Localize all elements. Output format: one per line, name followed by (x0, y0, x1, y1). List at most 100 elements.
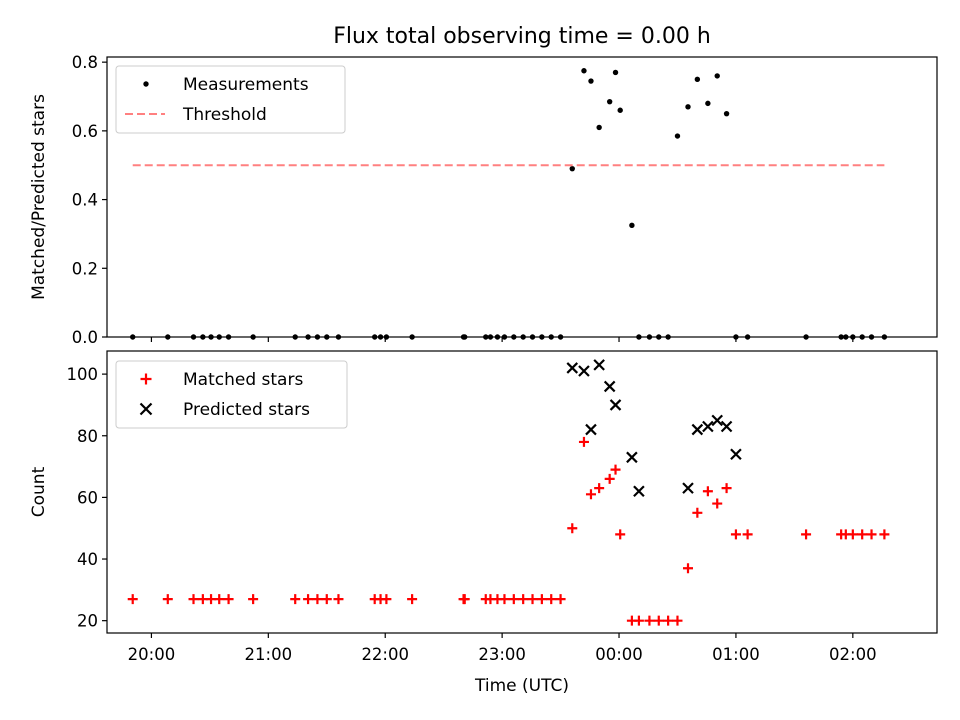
data-point (188, 594, 199, 605)
data-point (578, 365, 590, 377)
data-point (723, 110, 730, 117)
data-point (705, 100, 711, 107)
data-point (567, 523, 578, 534)
data-point (633, 485, 645, 498)
x-axis-label: Time (UTC) (474, 676, 569, 696)
y-tick-label: 0.0 (72, 328, 98, 347)
data-point (691, 423, 704, 436)
data-point (546, 594, 557, 605)
axes-frame (106, 56, 938, 338)
data-point (536, 594, 547, 605)
data-point (801, 529, 812, 540)
data-point (730, 448, 742, 461)
data-point (702, 486, 713, 497)
data-point (674, 133, 681, 139)
data-point (610, 464, 621, 475)
axes-frame (106, 350, 938, 634)
data-point (518, 594, 529, 605)
data-point (499, 594, 510, 605)
y-tick-label: 80 (77, 427, 98, 446)
data-point (612, 69, 619, 76)
data-point (857, 529, 868, 540)
series-2-2 (566, 359, 742, 498)
x-tick-label: 00:00 (595, 645, 643, 664)
legend-marker (143, 81, 149, 87)
data-point (594, 483, 605, 494)
legend-box (115, 360, 348, 429)
data-point (162, 594, 173, 605)
data-point (527, 594, 538, 605)
y-tick-label: 0.4 (72, 191, 98, 210)
x-tick-label: 20:00 (128, 645, 176, 664)
data-point (742, 529, 753, 540)
data-point (879, 529, 890, 540)
legend-box (115, 65, 346, 134)
legend-marker (140, 373, 152, 385)
data-point (672, 615, 683, 626)
data-point (663, 615, 674, 626)
y-axis-label: Matched/Predicted stars (29, 94, 49, 300)
data-point (606, 98, 613, 105)
data-point (248, 594, 259, 605)
data-point (685, 104, 691, 110)
data-point (615, 529, 626, 540)
legend: Measurements Threshold (115, 65, 346, 134)
plot-area: 0.0 0.2 0.4 0.6 0.8 Matched/Predicted stars Me… (29, 53, 938, 664)
data-point (569, 165, 575, 172)
data-point (214, 594, 225, 605)
data-point (866, 529, 877, 540)
chart-title: Flux total observing time = 0.00 h (333, 24, 711, 49)
data-point (566, 362, 579, 374)
x-tick-label: 23:00 (478, 645, 526, 664)
legend-label: Measurements (183, 75, 309, 95)
data-point (321, 594, 332, 605)
series-2-1 (127, 436, 890, 626)
data-point (714, 73, 720, 79)
data-point (721, 483, 732, 494)
data-point (223, 594, 234, 605)
y-tick-label: 0.2 (72, 259, 98, 278)
y-tick-label: 100 (67, 365, 99, 384)
y-tick-label: 20 (77, 612, 98, 631)
data-point (381, 594, 392, 605)
data-point (588, 78, 594, 84)
data-point (585, 423, 597, 436)
y-tick-label: 60 (77, 488, 98, 507)
data-point (581, 68, 587, 74)
data-point (702, 420, 714, 433)
data-point (633, 615, 644, 626)
legend-label: Predicted stars (183, 400, 310, 420)
y-tick-label: 40 (77, 550, 98, 569)
legend-label: Matched stars (183, 370, 303, 390)
data-point (578, 436, 589, 447)
x-tick-label: 01:00 (712, 645, 760, 664)
y-tick-label: 0.8 (72, 53, 98, 72)
legend: Matched stars Predicted stars (115, 360, 348, 429)
data-point (555, 594, 566, 605)
data-point (847, 529, 858, 540)
data-point (312, 594, 323, 605)
data-point (682, 482, 694, 494)
data-point (290, 594, 301, 605)
x-tick-label: 22:00 (361, 645, 409, 664)
panel-1: 0.0 0.2 0.4 0.6 0.8 Matched/Predicted stars Me… (29, 53, 938, 347)
data-point (585, 489, 596, 500)
data-point (712, 498, 723, 509)
y-axis-label: Count (29, 466, 49, 517)
data-point (596, 124, 602, 131)
data-point (694, 76, 701, 83)
legend-marker (139, 402, 153, 416)
x-tick-label: 21:00 (245, 645, 293, 664)
panel-2: 20 40 60 80 100 20:00 21:00 22:00 23:00 00:00 01:0… (29, 350, 938, 664)
data-point (603, 380, 616, 393)
x-tick-label: 02:00 (829, 645, 877, 664)
data-point (617, 107, 623, 113)
data-point (683, 563, 693, 574)
data-point (730, 529, 741, 540)
data-point (508, 594, 519, 605)
data-point (303, 594, 314, 605)
data-point (609, 399, 622, 411)
data-point (407, 594, 418, 605)
series-1-1 (130, 68, 888, 340)
